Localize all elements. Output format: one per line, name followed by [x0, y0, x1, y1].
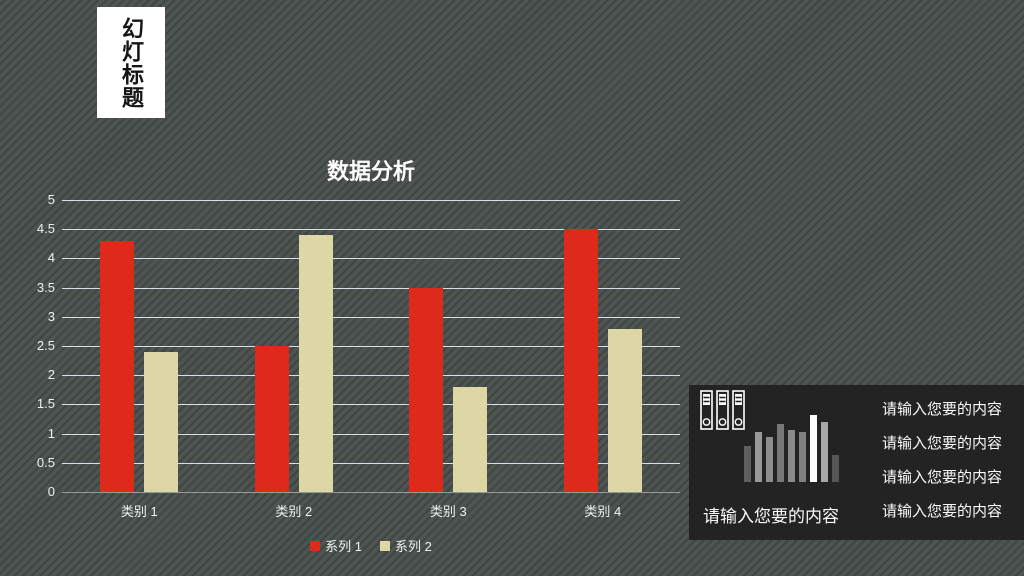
gridline	[62, 433, 680, 435]
y-axis-tick-label: 1.5	[36, 396, 55, 412]
bar-系列 1-类别 2	[254, 346, 289, 492]
bar-系列 1-类别 1	[100, 240, 135, 492]
content-panel: 请输入您要的内容 请输入您要的内容 请输入您要的内容 请输入您要的内容 请输入您…	[689, 385, 1024, 540]
chart-legend: 系列 1 系列 2	[62, 536, 680, 555]
gridline	[62, 492, 680, 493]
bar-graph-icon-bar	[788, 430, 795, 482]
x-axis-category-label: 类别 2	[275, 504, 313, 519]
gridline	[62, 375, 680, 377]
placeholder-text[interactable]: 请输入您要的内容	[881, 435, 1002, 452]
gridline	[62, 287, 680, 289]
y-axis-tick-label: 3.5	[36, 279, 55, 295]
y-axis-tick-label: 2	[47, 367, 55, 383]
bar-graph-icon-bar	[755, 432, 762, 482]
x-axis-category-label: 类别 4	[584, 504, 622, 519]
series1-swatch-icon	[310, 540, 321, 551]
bar-系列 1-类别 4	[563, 229, 598, 492]
bar-graph-icon-bar	[832, 455, 839, 482]
legend-label-series2: 系列 2	[395, 539, 432, 554]
placeholder-text[interactable]: 请输入您要的内容	[881, 469, 1002, 486]
gridline	[62, 462, 680, 464]
gridline	[62, 346, 680, 347]
placeholder-text[interactable]: 请输入您要的内容	[881, 401, 1002, 418]
bar-graph-icon-bar	[777, 424, 784, 482]
bar-系列 2-类别 1	[144, 351, 179, 492]
bar-graph-icon-bar	[744, 446, 751, 482]
binders-icon	[700, 390, 745, 430]
bar-graph-icon-bar	[766, 437, 773, 482]
bar-系列 2-类别 3	[453, 386, 488, 492]
legend-item-series1: 系列 1	[310, 536, 362, 555]
bar-系列 2-类别 4	[607, 328, 642, 492]
gridline	[62, 404, 680, 406]
y-axis-tick-label: 1	[47, 425, 55, 441]
y-axis-tick-label: 0	[47, 484, 55, 499]
legend-item-series2: 系列 2	[380, 536, 432, 555]
x-axis-category-label: 类别 1	[120, 504, 158, 519]
bar-graph-icon-bar	[799, 432, 806, 482]
gridline	[62, 200, 680, 201]
gridline	[62, 316, 680, 318]
bar-graph-icon-bar	[810, 415, 817, 482]
series2-swatch-icon	[380, 540, 390, 551]
placeholder-caption[interactable]: 请输入您要的内容	[703, 507, 839, 526]
y-axis-tick-label: 5	[47, 192, 55, 207]
panel-text-column: 请输入您要的内容 请输入您要的内容 请输入您要的内容 请输入您要的内容	[882, 401, 1002, 537]
gridline	[62, 258, 680, 260]
slide-title-box[interactable]: 幻灯标题	[97, 7, 165, 118]
y-axis-tick-label: 0.5	[36, 454, 55, 470]
y-axis-tick-label: 4	[47, 250, 55, 266]
y-axis-tick-label: 4.5	[36, 221, 55, 237]
slide-title-text: 幻灯标题	[119, 16, 144, 109]
bar-graph-icon-bar	[821, 422, 828, 482]
x-axis-category-label: 类别 3	[429, 504, 467, 519]
bar-系列 2-类别 2	[298, 235, 333, 492]
y-axis-tick-label: 2.5	[36, 338, 55, 353]
bar-系列 1-类别 3	[409, 287, 444, 492]
y-axis-tick-label: 3	[47, 308, 55, 324]
gridline	[62, 229, 680, 231]
chart-title: 数据分析	[326, 159, 415, 184]
bar-graph-icon	[744, 415, 839, 482]
placeholder-text[interactable]: 请输入您要的内容	[881, 503, 1002, 520]
legend-label-series1: 系列 1	[325, 539, 362, 554]
